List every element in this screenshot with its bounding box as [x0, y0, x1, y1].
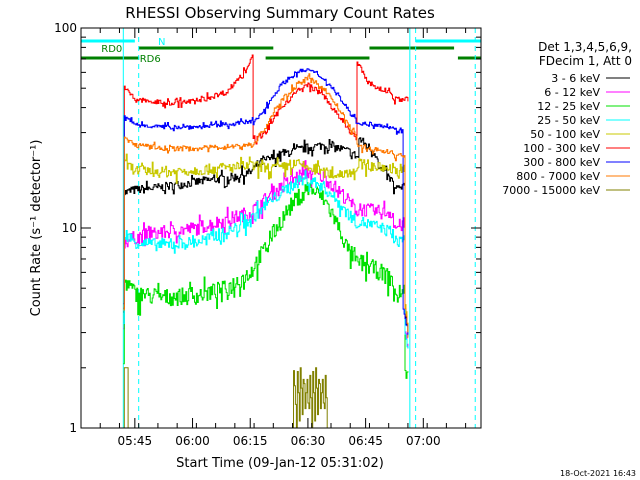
legend-header-1: Det 1,3,4,5,6,9,: [538, 40, 632, 54]
series-300-800-kev: [123, 68, 409, 335]
series-3-6-kev: [123, 137, 409, 337]
series-50-100-kev: [123, 153, 409, 338]
y-tick-label-1: 1: [69, 421, 77, 435]
y-tick-label-10: 10: [62, 221, 77, 235]
legend-label-3-6-kev: 3 - 6 keV: [551, 72, 600, 85]
x-tick-label-06:45: 06:45: [348, 434, 383, 448]
legend-label-300-800-kev: 300 - 800 keV: [523, 156, 600, 169]
x-tick-label-06:30: 06:30: [291, 434, 326, 448]
chart-title: RHESSI Observing Summary Count Rates: [125, 4, 435, 22]
y-axis-label: Count Rate (s⁻¹ detector⁻¹): [29, 140, 44, 317]
x-axis-label: Start Time (09-Jan-12 05:31:02): [176, 456, 384, 471]
legend-label-25-50-kev: 25 - 50 keV: [537, 114, 600, 127]
series-100-300-kev: [123, 54, 409, 309]
footer-timestamp: 18-Oct-2021 16:43: [560, 469, 636, 478]
x-tick-label-06:15: 06:15: [233, 434, 268, 448]
legend-label-6-12-kev: 6 - 12 keV: [544, 86, 600, 99]
bar-label-rd0: RD0: [101, 44, 122, 55]
series-7000-15000-kev: [123, 367, 328, 429]
legend-label-800-7000-kev: 800 - 7000 keV: [516, 170, 600, 183]
series-800-7000-kev: [123, 73, 409, 333]
series-12-25-kev: [123, 182, 409, 379]
x-tick-label-06:00: 06:00: [175, 434, 210, 448]
legend-header-2: FDecim 1, Att 0: [539, 54, 632, 68]
x-tick-label-05:45: 05:45: [118, 434, 153, 448]
series-25-50-kev: [123, 170, 409, 349]
y-tick-label-100: 100: [54, 21, 77, 35]
legend-label-50-100-kev: 50 - 100 keV: [530, 128, 600, 141]
bar-label-n: N: [158, 37, 165, 48]
legend-label-100-300-kev: 100 - 300 keV: [523, 142, 600, 155]
legend-label-12-25-kev: 12 - 25 keV: [537, 100, 600, 113]
x-tick-label-07:00: 07:00: [406, 434, 441, 448]
bar-label-rd6: RD6: [140, 54, 161, 65]
legend-label-7000-15000-kev: 7000 - 15000 keV: [502, 184, 600, 197]
